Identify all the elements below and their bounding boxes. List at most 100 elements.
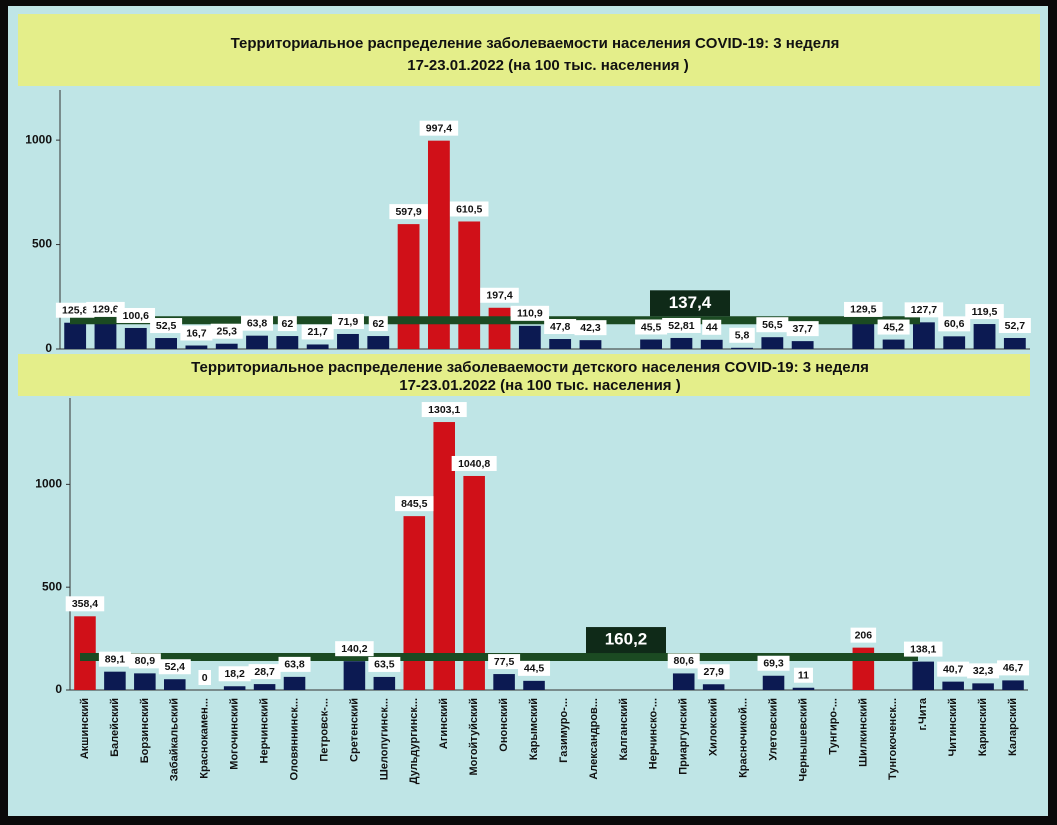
bar — [463, 475, 485, 690]
value-label-box — [248, 664, 281, 680]
value-label: 52,4 — [165, 661, 186, 673]
bar — [640, 339, 663, 349]
value-label-box — [241, 315, 274, 331]
value-label-box — [218, 666, 251, 682]
value-label: 32,3 — [973, 665, 994, 677]
value-label-box — [86, 301, 125, 317]
x-tick-label: г.Чита — [917, 697, 929, 730]
bar — [852, 321, 875, 349]
value-label-box — [210, 323, 243, 339]
bar — [942, 681, 964, 690]
x-tick-label: Шелопугинск... — [378, 698, 390, 780]
value-label-box — [419, 120, 459, 136]
x-tick-label: Каринский — [977, 698, 989, 756]
value-label: 997,4 — [426, 122, 452, 134]
slide — [8, 6, 1048, 816]
bar — [253, 684, 276, 690]
value-label-box — [967, 663, 1000, 679]
y-tick-label: 500 — [32, 237, 52, 251]
bar — [882, 339, 905, 349]
bar — [155, 338, 178, 349]
value-label-box — [662, 317, 701, 333]
value-label: 358,4 — [72, 598, 98, 610]
x-tick-label: Калганский — [618, 698, 630, 760]
bar — [700, 339, 723, 349]
average-box — [586, 627, 666, 654]
x-tick-label: Улетовский — [767, 698, 779, 761]
value-label-box — [938, 316, 971, 332]
bar — [493, 674, 515, 690]
value-label-box — [335, 641, 374, 657]
value-label-box — [128, 653, 161, 669]
x-tick-label: Шилкинский — [857, 698, 869, 767]
value-label: 71,9 — [338, 316, 359, 328]
bar — [1002, 680, 1024, 690]
value-label: 127,7 — [911, 304, 937, 316]
value-label-box — [965, 304, 1004, 320]
value-label: 44 — [706, 322, 718, 334]
value-label: 40,7 — [943, 663, 964, 675]
value-label: 125,8 — [62, 305, 88, 317]
value-label-box — [877, 319, 910, 335]
value-label-box — [702, 319, 722, 335]
bar — [337, 333, 359, 349]
bar — [579, 340, 602, 349]
value-label: 89,1 — [105, 653, 126, 665]
value-label: 69,3 — [763, 658, 784, 670]
bar — [458, 221, 481, 349]
value-label: 52,5 — [156, 320, 177, 332]
value-label-box — [395, 496, 434, 512]
value-label-box — [449, 201, 489, 217]
x-tick-label: Забайкальский — [169, 698, 181, 781]
bar — [403, 516, 426, 690]
value-label: 206 — [855, 629, 873, 641]
value-label-box — [998, 317, 1031, 333]
value-label-box — [756, 317, 789, 333]
value-label-box — [544, 319, 577, 335]
value-label-box — [116, 307, 156, 323]
value-label: 63,5 — [374, 659, 395, 671]
bar — [791, 341, 814, 349]
x-tick-label: Приаргунский — [678, 698, 690, 775]
value-label: 11 — [798, 670, 809, 682]
value-label-box — [667, 653, 700, 669]
value-label: 597,9 — [395, 206, 421, 218]
value-label: 52,7 — [1005, 320, 1026, 332]
value-label-box — [518, 660, 551, 676]
value-label: 63,8 — [247, 317, 268, 329]
value-label-box — [331, 313, 364, 329]
bar — [761, 337, 784, 349]
x-tick-label: Борзинский — [139, 698, 151, 763]
value-label-box — [635, 319, 668, 335]
value-label-box — [55, 302, 95, 318]
bar — [672, 673, 695, 690]
value-label: 1040,8 — [458, 458, 490, 470]
average-label: 137,4 — [669, 293, 712, 312]
x-tick-label: Хилокский — [708, 698, 720, 756]
value-label: 28,7 — [254, 666, 275, 678]
chart-subtitle: 17-23.01.2022 (на 100 тыс. населения ) — [399, 377, 680, 394]
value-label-box — [368, 656, 401, 672]
x-tick-label: Ононский — [498, 698, 510, 752]
value-label: 44,5 — [524, 663, 545, 675]
x-tick-label: Дульдургинск... — [408, 698, 420, 784]
bar — [518, 325, 541, 349]
x-tick-label: Краснокамен... — [199, 698, 211, 779]
x-tick-label: Чернышевский — [797, 698, 809, 782]
value-label: 80,9 — [135, 655, 156, 667]
value-label-box — [301, 324, 334, 340]
bar — [731, 347, 753, 349]
value-label: 16,7 — [186, 327, 207, 339]
value-label-box — [850, 627, 877, 643]
value-label-box — [937, 661, 970, 677]
bar — [973, 324, 996, 349]
bar — [64, 322, 87, 349]
value-label: 100,6 — [123, 310, 149, 322]
value-label: 77,5 — [494, 656, 515, 668]
value-label: 42,3 — [580, 322, 601, 334]
x-tick-label: Александров... — [588, 698, 600, 780]
value-label-box — [757, 655, 790, 671]
x-tick-label: Каларский — [1007, 698, 1019, 756]
value-label: 110,9 — [517, 308, 543, 320]
